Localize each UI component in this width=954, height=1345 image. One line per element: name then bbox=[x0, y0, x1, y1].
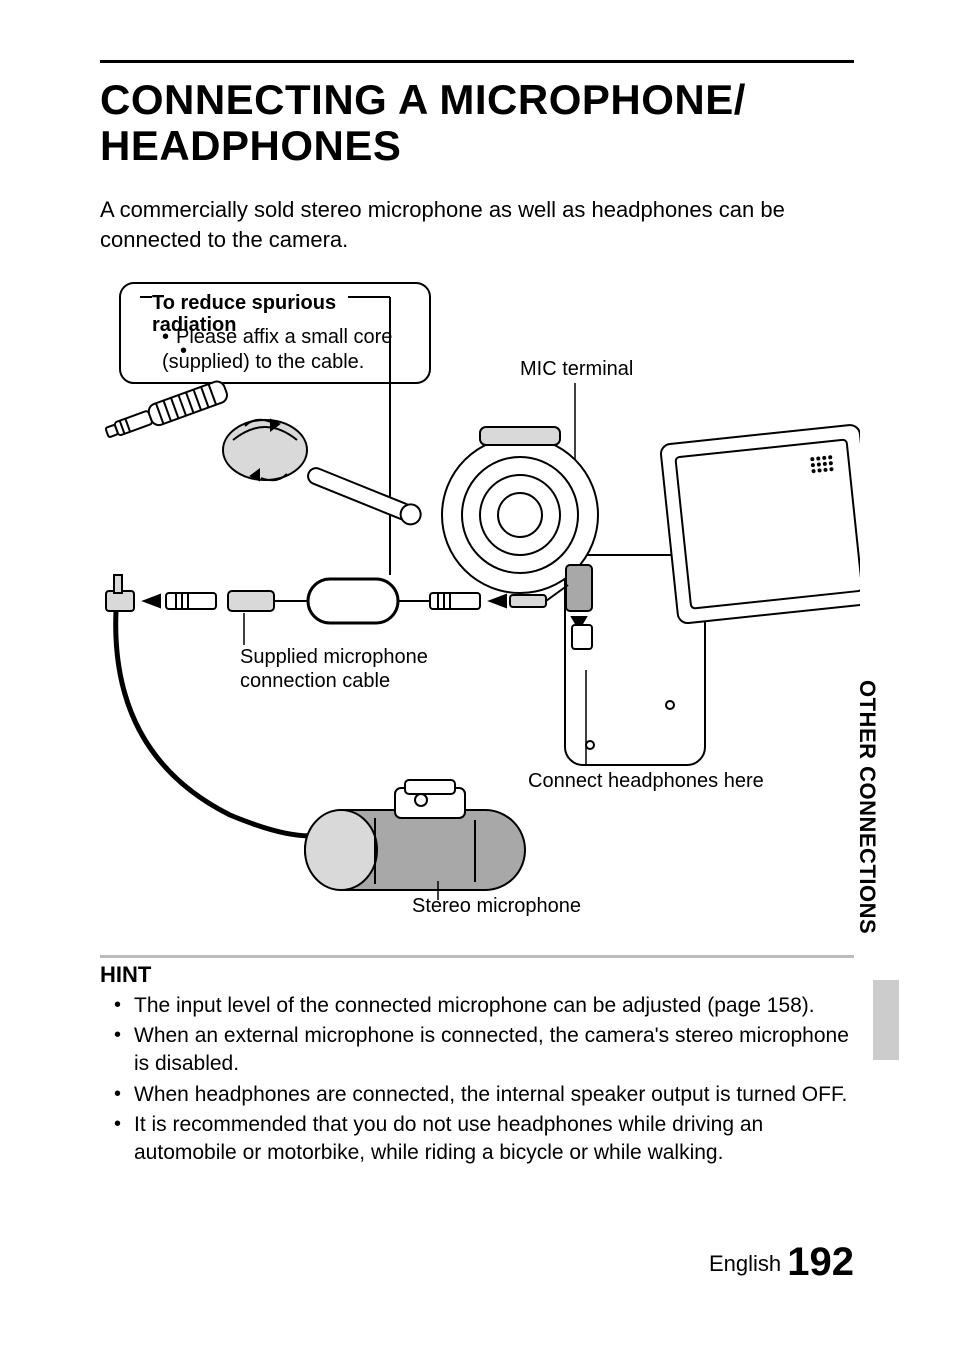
mic-terminal-label: MIC terminal bbox=[520, 358, 633, 380]
hint-item: When an external microphone is connected… bbox=[130, 1022, 854, 1079]
footer-page-number: 192 bbox=[787, 1240, 854, 1284]
ferrite-core-detail bbox=[103, 379, 423, 527]
section-tab: OTHER CONNECTIONS bbox=[854, 680, 894, 1000]
manual-page: CONNECTING A MICROPHONE/HEADPHONES A com… bbox=[0, 0, 954, 1345]
hint-item: It is recommended that you do not use he… bbox=[130, 1111, 854, 1168]
section-tab-text: OTHER CONNECTIONS bbox=[854, 680, 880, 934]
connect-headphones-label: Connect headphones here bbox=[528, 770, 764, 793]
hint-item: When headphones are connected, the inter… bbox=[130, 1081, 854, 1109]
hint-rule bbox=[100, 955, 854, 958]
hint-list: The input level of the connected microph… bbox=[100, 992, 854, 1168]
top-rule bbox=[100, 60, 854, 63]
page-title: CONNECTING A MICROPHONE/HEADPHONES bbox=[100, 77, 854, 169]
title-line-1: CONNECTING A MICROPHONE/HEADPHONES bbox=[100, 76, 746, 169]
supplied-cable-label: Supplied microphone connection cable bbox=[240, 645, 460, 693]
section-tab-marker bbox=[873, 980, 899, 1060]
footer-language: English bbox=[709, 1251, 781, 1276]
stereo-mic-label: Stereo microphone bbox=[412, 895, 581, 918]
page-footer: English 192 bbox=[709, 1240, 854, 1285]
stereo-microphone bbox=[305, 780, 525, 890]
intro-text: A commercially sold stereo microphone as… bbox=[100, 195, 854, 254]
hint-title: HINT bbox=[100, 962, 854, 988]
callout-body-text: Please affix a small core (supplied) to … bbox=[162, 326, 392, 373]
hint-item: The input level of the connected microph… bbox=[130, 992, 854, 1020]
connection-diagram: To reduce spuriousradiation • •Please af… bbox=[100, 275, 860, 935]
